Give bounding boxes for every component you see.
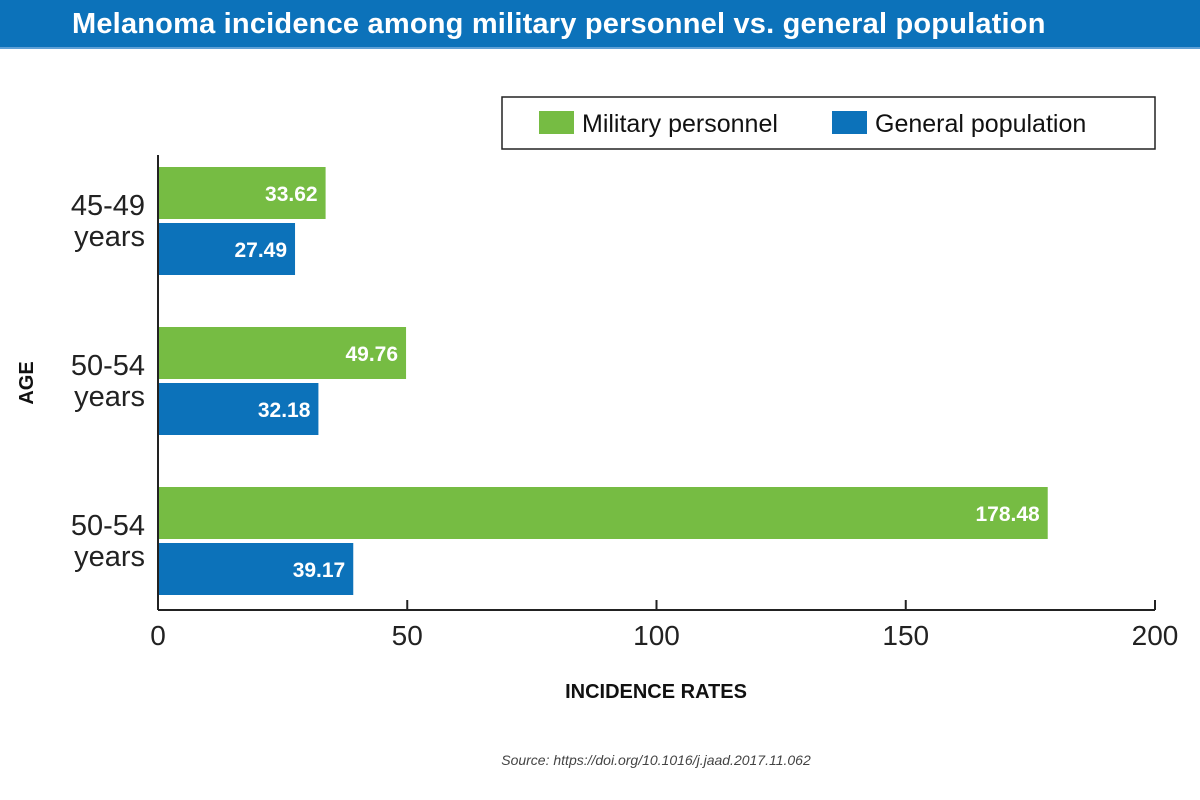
category-label: 50-54 years: [71, 510, 145, 573]
x-tick-label: 50: [392, 620, 423, 651]
bar-military-1: [158, 327, 407, 379]
data-label: 32.18: [258, 399, 311, 422]
chart-title: Melanoma incidence among military person…: [72, 8, 1046, 40]
legend-box: [501, 96, 1156, 150]
x-tick-label: 150: [882, 620, 929, 651]
y-axis-label: AGE: [16, 361, 38, 404]
data-label: 178.48: [975, 503, 1040, 526]
legend-swatch-military: [539, 111, 574, 134]
legend-swatch-general: [832, 111, 867, 134]
bar-military-0: [158, 167, 326, 219]
data-label: 39.17: [293, 559, 346, 582]
bar-general-1: [158, 383, 319, 435]
source-note: Source: https://doi.org/10.1016/j.jaad.2…: [501, 752, 811, 768]
bar-general-2: [158, 543, 354, 595]
data-label: 33.62: [265, 183, 318, 206]
data-label: 49.76: [345, 343, 398, 366]
legend: Military personnel General population: [501, 96, 1156, 150]
x-tick-label: 100: [633, 620, 680, 651]
category-label: 45-49 years: [71, 190, 145, 253]
data-label: 27.49: [234, 239, 287, 262]
x-tick-label: 200: [1132, 620, 1179, 651]
bar-military-2: [158, 487, 1048, 539]
category-label: 50-54 years: [71, 350, 145, 413]
legend-label-military: Military personnel: [582, 110, 778, 138]
legend-label-general: General population: [875, 110, 1086, 138]
bar-general-0: [158, 223, 296, 275]
x-axis-label: INCIDENCE RATES: [565, 681, 747, 703]
x-tick-label: 0: [150, 620, 166, 651]
title-bar: Melanoma incidence among military person…: [0, 0, 1200, 49]
